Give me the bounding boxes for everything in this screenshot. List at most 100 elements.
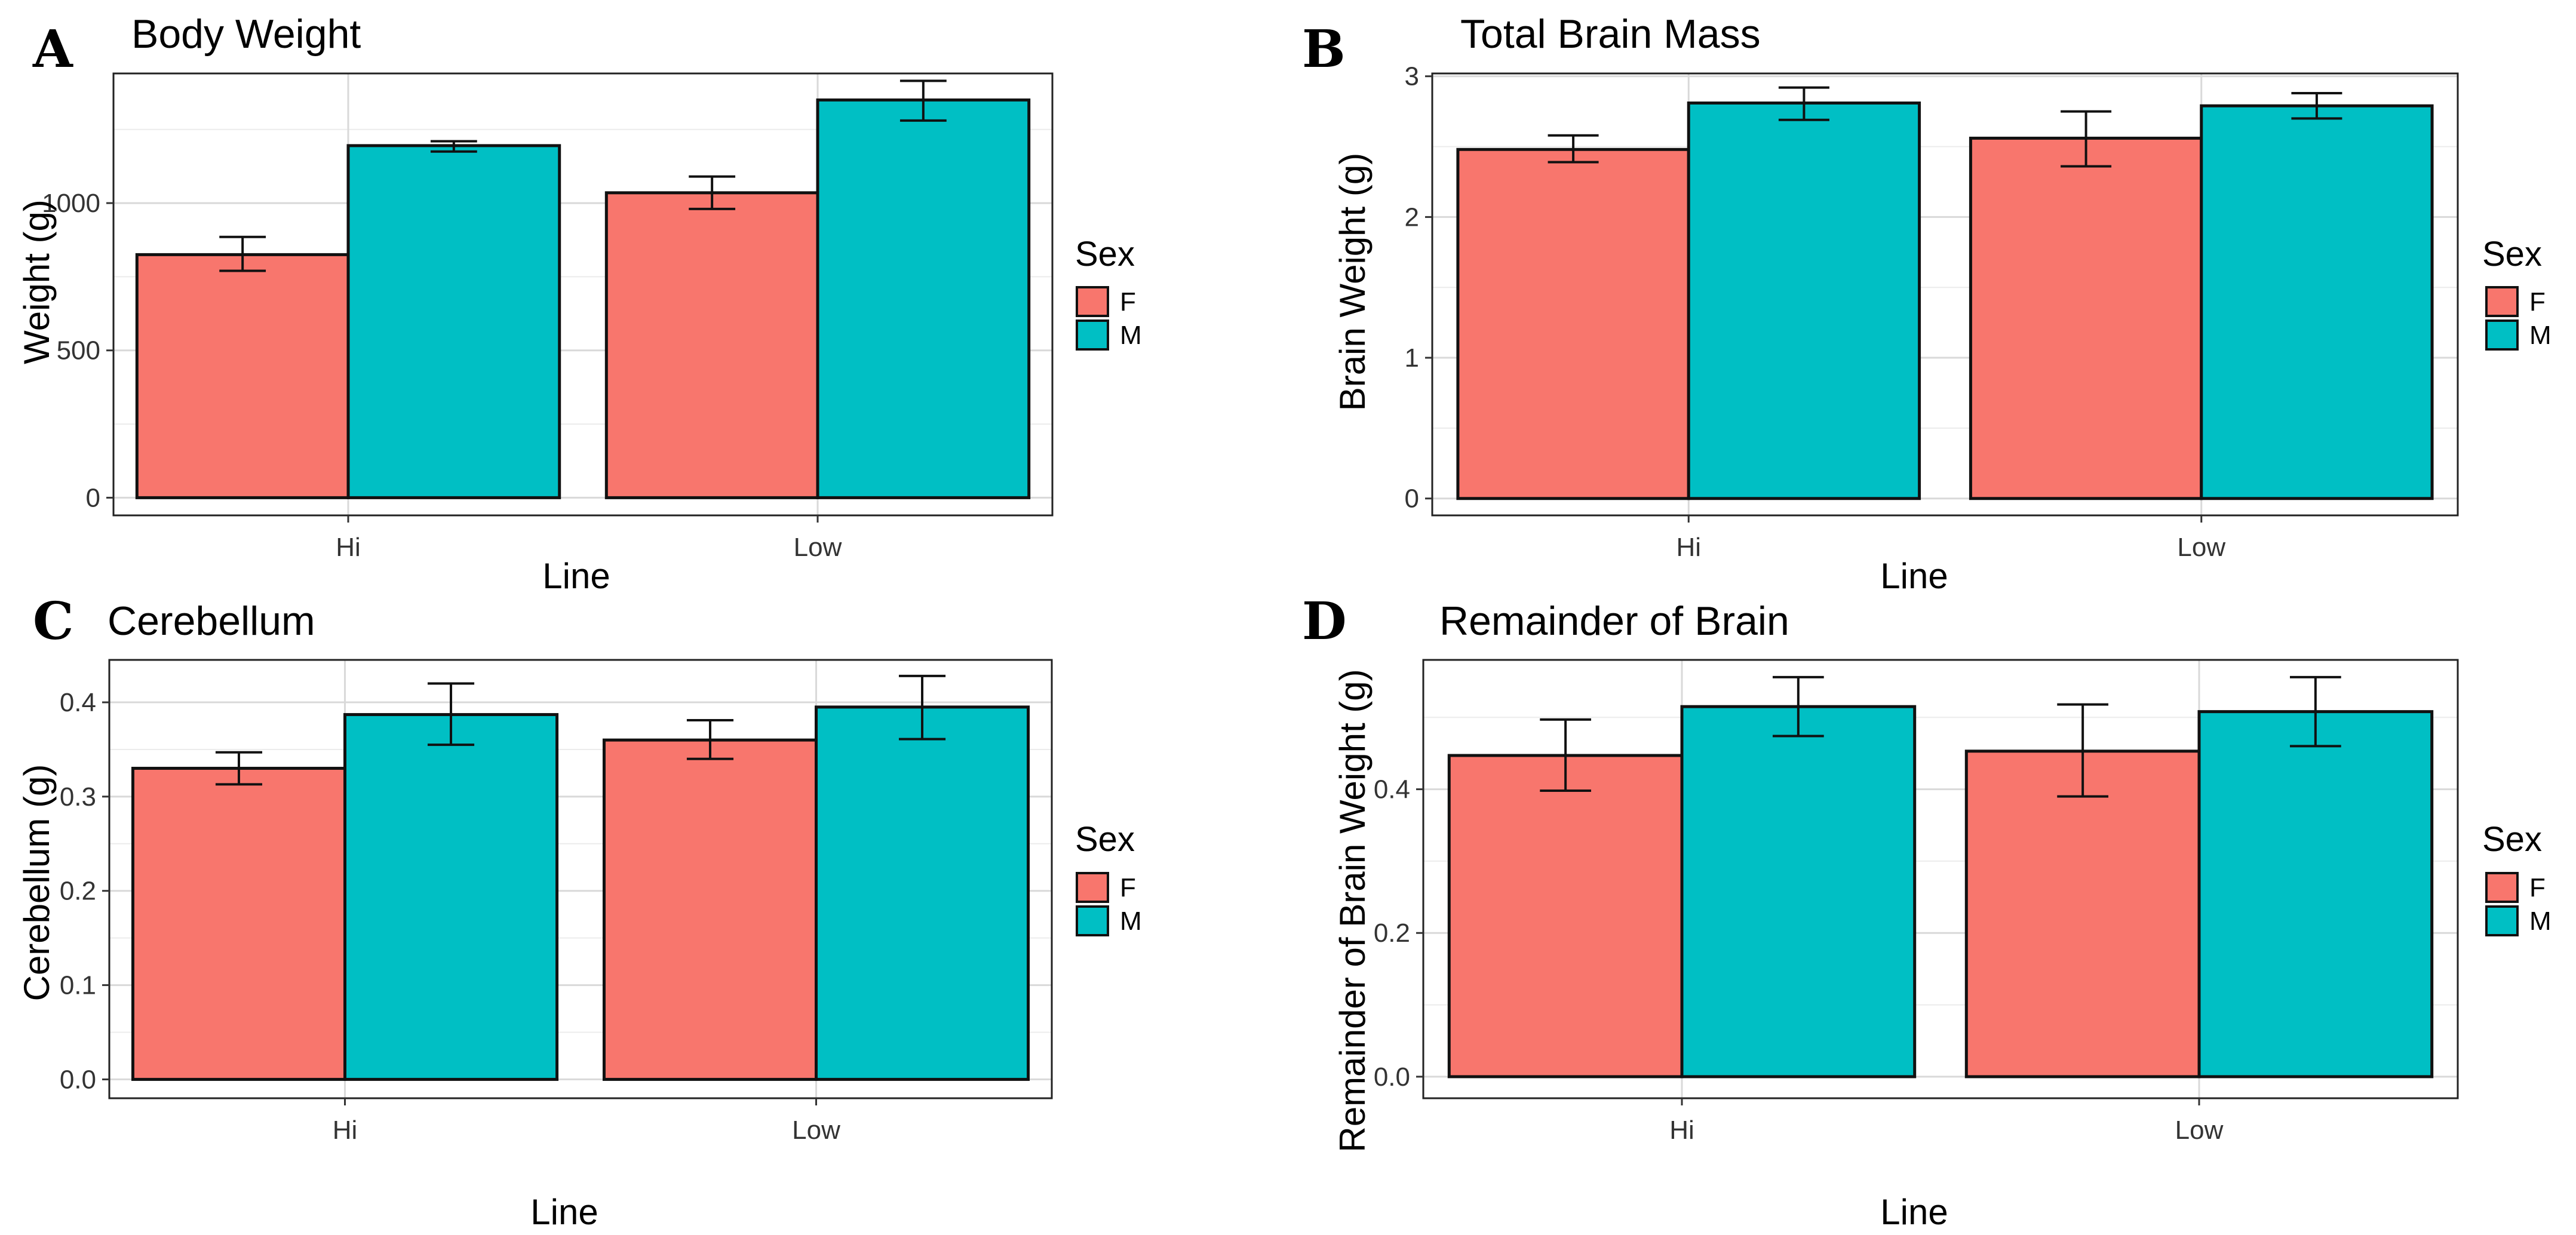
plot-area-d: 0.0 0.2 0.4 Hi Low <box>1374 659 2459 1145</box>
legend-title-a: Sex <box>1075 235 1135 274</box>
x-axis-title-a: Line <box>542 556 610 596</box>
bar-a-f-low <box>604 191 819 499</box>
error-bar-a-f-low <box>689 175 736 210</box>
y-tick-label-d: 0.0 <box>1374 1062 1410 1092</box>
legend-swatch-b-m <box>2485 319 2519 351</box>
bar-c-f-hi <box>131 767 346 1081</box>
legend-swatch-b-f <box>2485 286 2519 317</box>
chart-title-c: Cerebellum <box>108 598 315 644</box>
bar-d-m-low <box>2197 710 2434 1079</box>
panel-letter-d: D <box>1302 591 1347 652</box>
legend-label-c-f: F <box>1120 873 1136 902</box>
error-bar-c-f-low <box>686 719 734 760</box>
legend-label-b-m: M <box>2529 321 2552 350</box>
plot-area-c: 0.0 0.1 0.2 0.3 0.4 Hi Low <box>60 659 1053 1145</box>
x-tick-label-d-hi: Hi <box>1669 1116 1694 1145</box>
y-axis-title-d: Remainder of Brain Weight (g) <box>1332 669 1373 1152</box>
legend-label-c-m: M <box>1120 907 1142 936</box>
x-axis-title-c: Line <box>530 1192 598 1232</box>
x-tick-label-d-low: Low <box>2175 1116 2224 1145</box>
error-bar-b-m-hi <box>1778 86 1829 121</box>
panel-d: D Remainder of Brain 0.0 0.2 0.4 Hi Low Line… <box>1302 591 2459 1232</box>
y-tick-label-d: 0.2 <box>1374 918 1410 948</box>
x-tick-label-c-low: Low <box>792 1116 840 1145</box>
x-tick-label-a-hi: Hi <box>336 533 361 562</box>
plot-frame-c <box>108 659 1053 1099</box>
bar-b-m-hi <box>1687 101 1921 500</box>
error-bar-d-m-hi <box>1772 675 1824 738</box>
legend-b: Sex F M <box>2482 235 2552 351</box>
y-tick-label-b: 3 <box>1405 62 1419 91</box>
y-axis-title-a: Weight (g) <box>17 199 57 364</box>
y-tick-label-a: 0 <box>86 483 100 512</box>
legend-swatch-a-f <box>1076 286 1109 317</box>
legend-label-a-m: M <box>1120 321 1142 350</box>
bar-a-f-hi <box>135 253 350 499</box>
x-tick-label-a-low: Low <box>794 533 842 562</box>
legend-a: Sex F M <box>1075 235 1142 351</box>
panel-letter-b: B <box>1302 19 1346 79</box>
error-bar-a-m-low <box>899 79 947 122</box>
error-bar-b-m-low <box>2291 91 2342 120</box>
y-tick-label-c: 0.2 <box>60 877 96 906</box>
error-bar-c-m-low <box>898 674 946 741</box>
error-bar-b-f-hi <box>1548 134 1599 164</box>
error-bar-d-f-low <box>2057 703 2109 798</box>
plot-frame-b <box>1431 72 2459 517</box>
error-bar-c-f-hi <box>215 751 263 786</box>
legend-label-d-m: M <box>2529 907 2552 936</box>
y-axis-title-c: Cerebellum (g) <box>17 764 57 1001</box>
error-bar-c-m-hi <box>427 682 475 746</box>
bar-d-m-hi <box>1680 705 1917 1079</box>
legend-swatch-c-f <box>1076 872 1109 903</box>
x-tick-label-b-hi: Hi <box>1676 533 1701 562</box>
bar-d-f-hi <box>1447 754 1684 1079</box>
y-tick-label-d: 0.4 <box>1374 775 1410 804</box>
plot-frame-d <box>1422 659 2459 1099</box>
y-tick-label-c: 0.4 <box>60 688 96 717</box>
error-bar-a-f-hi <box>219 235 266 272</box>
x-axis-title-d: Line <box>1880 1192 1948 1232</box>
error-bar-d-f-hi <box>1540 718 1592 792</box>
x-tick-label-b-low: Low <box>2177 533 2225 562</box>
panel-letter-c: C <box>33 591 73 652</box>
legend-swatch-d-m <box>2485 905 2519 936</box>
error-bar-a-m-hi <box>430 140 477 153</box>
legend-label-d-f: F <box>2529 873 2546 902</box>
bar-a-m-hi <box>346 144 561 499</box>
y-tick-label-b: 2 <box>1405 202 1419 232</box>
bar-a-m-low <box>816 98 1031 499</box>
legend-c: Sex F M <box>1075 820 1142 936</box>
chart-title-a: Body Weight <box>131 11 361 57</box>
legend-title-c: Sex <box>1075 820 1135 859</box>
y-tick-label-a: 500 <box>57 336 100 365</box>
legend-swatch-a-m <box>1076 319 1109 351</box>
x-tick-label-c-hi: Hi <box>333 1116 358 1145</box>
legend-title-b: Sex <box>2482 235 2542 274</box>
bar-c-m-low <box>815 705 1030 1081</box>
bar-b-f-hi <box>1456 148 1690 500</box>
error-bar-b-f-low <box>2061 110 2112 168</box>
y-axis-title-b: Brain Weight (g) <box>1332 153 1373 411</box>
bar-c-f-low <box>602 738 818 1081</box>
plot-area-b: 0 1 2 3 Hi Low <box>1405 62 2459 562</box>
bar-c-m-hi <box>343 713 559 1081</box>
y-tick-label-c: 0.1 <box>60 971 96 1000</box>
legend-label-b-f: F <box>2529 287 2546 317</box>
y-tick-label-c: 0.0 <box>60 1065 96 1094</box>
legend-title-d: Sex <box>2482 820 2542 859</box>
chart-title-b: Total Brain Mass <box>1460 11 1761 57</box>
bar-b-f-low <box>1969 136 2203 500</box>
plot-area-a: 0 500 1000 Hi Low <box>42 72 1054 562</box>
panel-letter-a: A <box>32 19 73 79</box>
bar-b-m-low <box>2200 104 2434 500</box>
legend-d: Sex F M <box>2482 820 2552 936</box>
x-axis-title-b: Line <box>1880 556 1948 596</box>
y-tick-label-b: 1 <box>1405 343 1419 373</box>
plot-frame-a <box>112 72 1054 517</box>
panel-a: A Body Weight 0 500 1000 Hi Low Line Weight … <box>17 11 1054 596</box>
y-tick-label-a: 1000 <box>42 189 100 218</box>
legend-swatch-d-f <box>2485 872 2519 903</box>
y-tick-label-b: 0 <box>1405 484 1419 514</box>
